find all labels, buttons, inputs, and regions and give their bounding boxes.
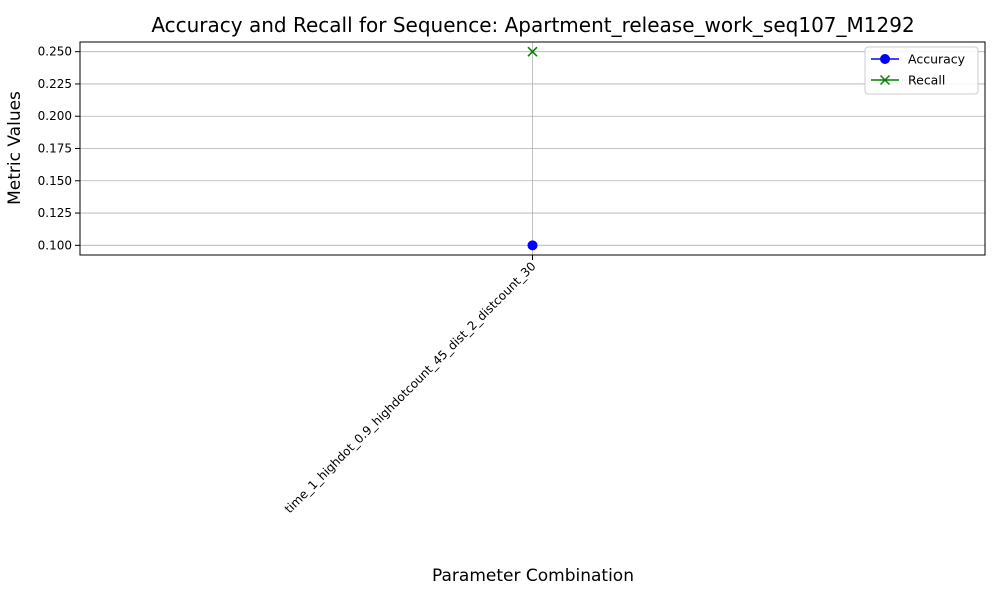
y-tick-label: 0.225: [38, 77, 72, 91]
legend-marker-accuracy: [880, 54, 890, 64]
y-tick-label: 0.200: [38, 109, 72, 123]
y-tick-label: 0.250: [38, 45, 72, 59]
legend-marker-recall: [879, 74, 891, 86]
x-axis-ticks: time_1_highdot_0.9_highdotcount_45_dist_…: [282, 255, 539, 516]
legend: Accuracy Recall: [864, 46, 979, 95]
series-marks: [527, 46, 538, 251]
y-tick-label: 0.125: [38, 206, 72, 220]
grid-lines: [80, 42, 985, 255]
x-tick-label: time_1_highdot_0.9_highdotcount_45_dist_…: [282, 259, 539, 516]
data-point-accuracy: [527, 240, 538, 251]
data-point-recall: [527, 46, 538, 57]
y-tick-label: 0.150: [38, 174, 72, 188]
plot-area-frame: [79, 41, 986, 256]
chart-title: Accuracy and Recall for Sequence: Apartm…: [151, 13, 914, 37]
legend-label-recall: Recall: [908, 73, 945, 88]
x-axis-label: Parameter Combination: [432, 566, 634, 586]
y-axis-label: Metric Values: [5, 91, 25, 205]
y-tick-label: 0.175: [38, 142, 72, 156]
y-tick-label: 0.100: [38, 238, 72, 252]
legend-label-accuracy: Accuracy: [908, 52, 966, 67]
y-axis-ticks: 0.100 0.125 0.150 0.175 0.200 0.225 0.250: [38, 45, 80, 252]
